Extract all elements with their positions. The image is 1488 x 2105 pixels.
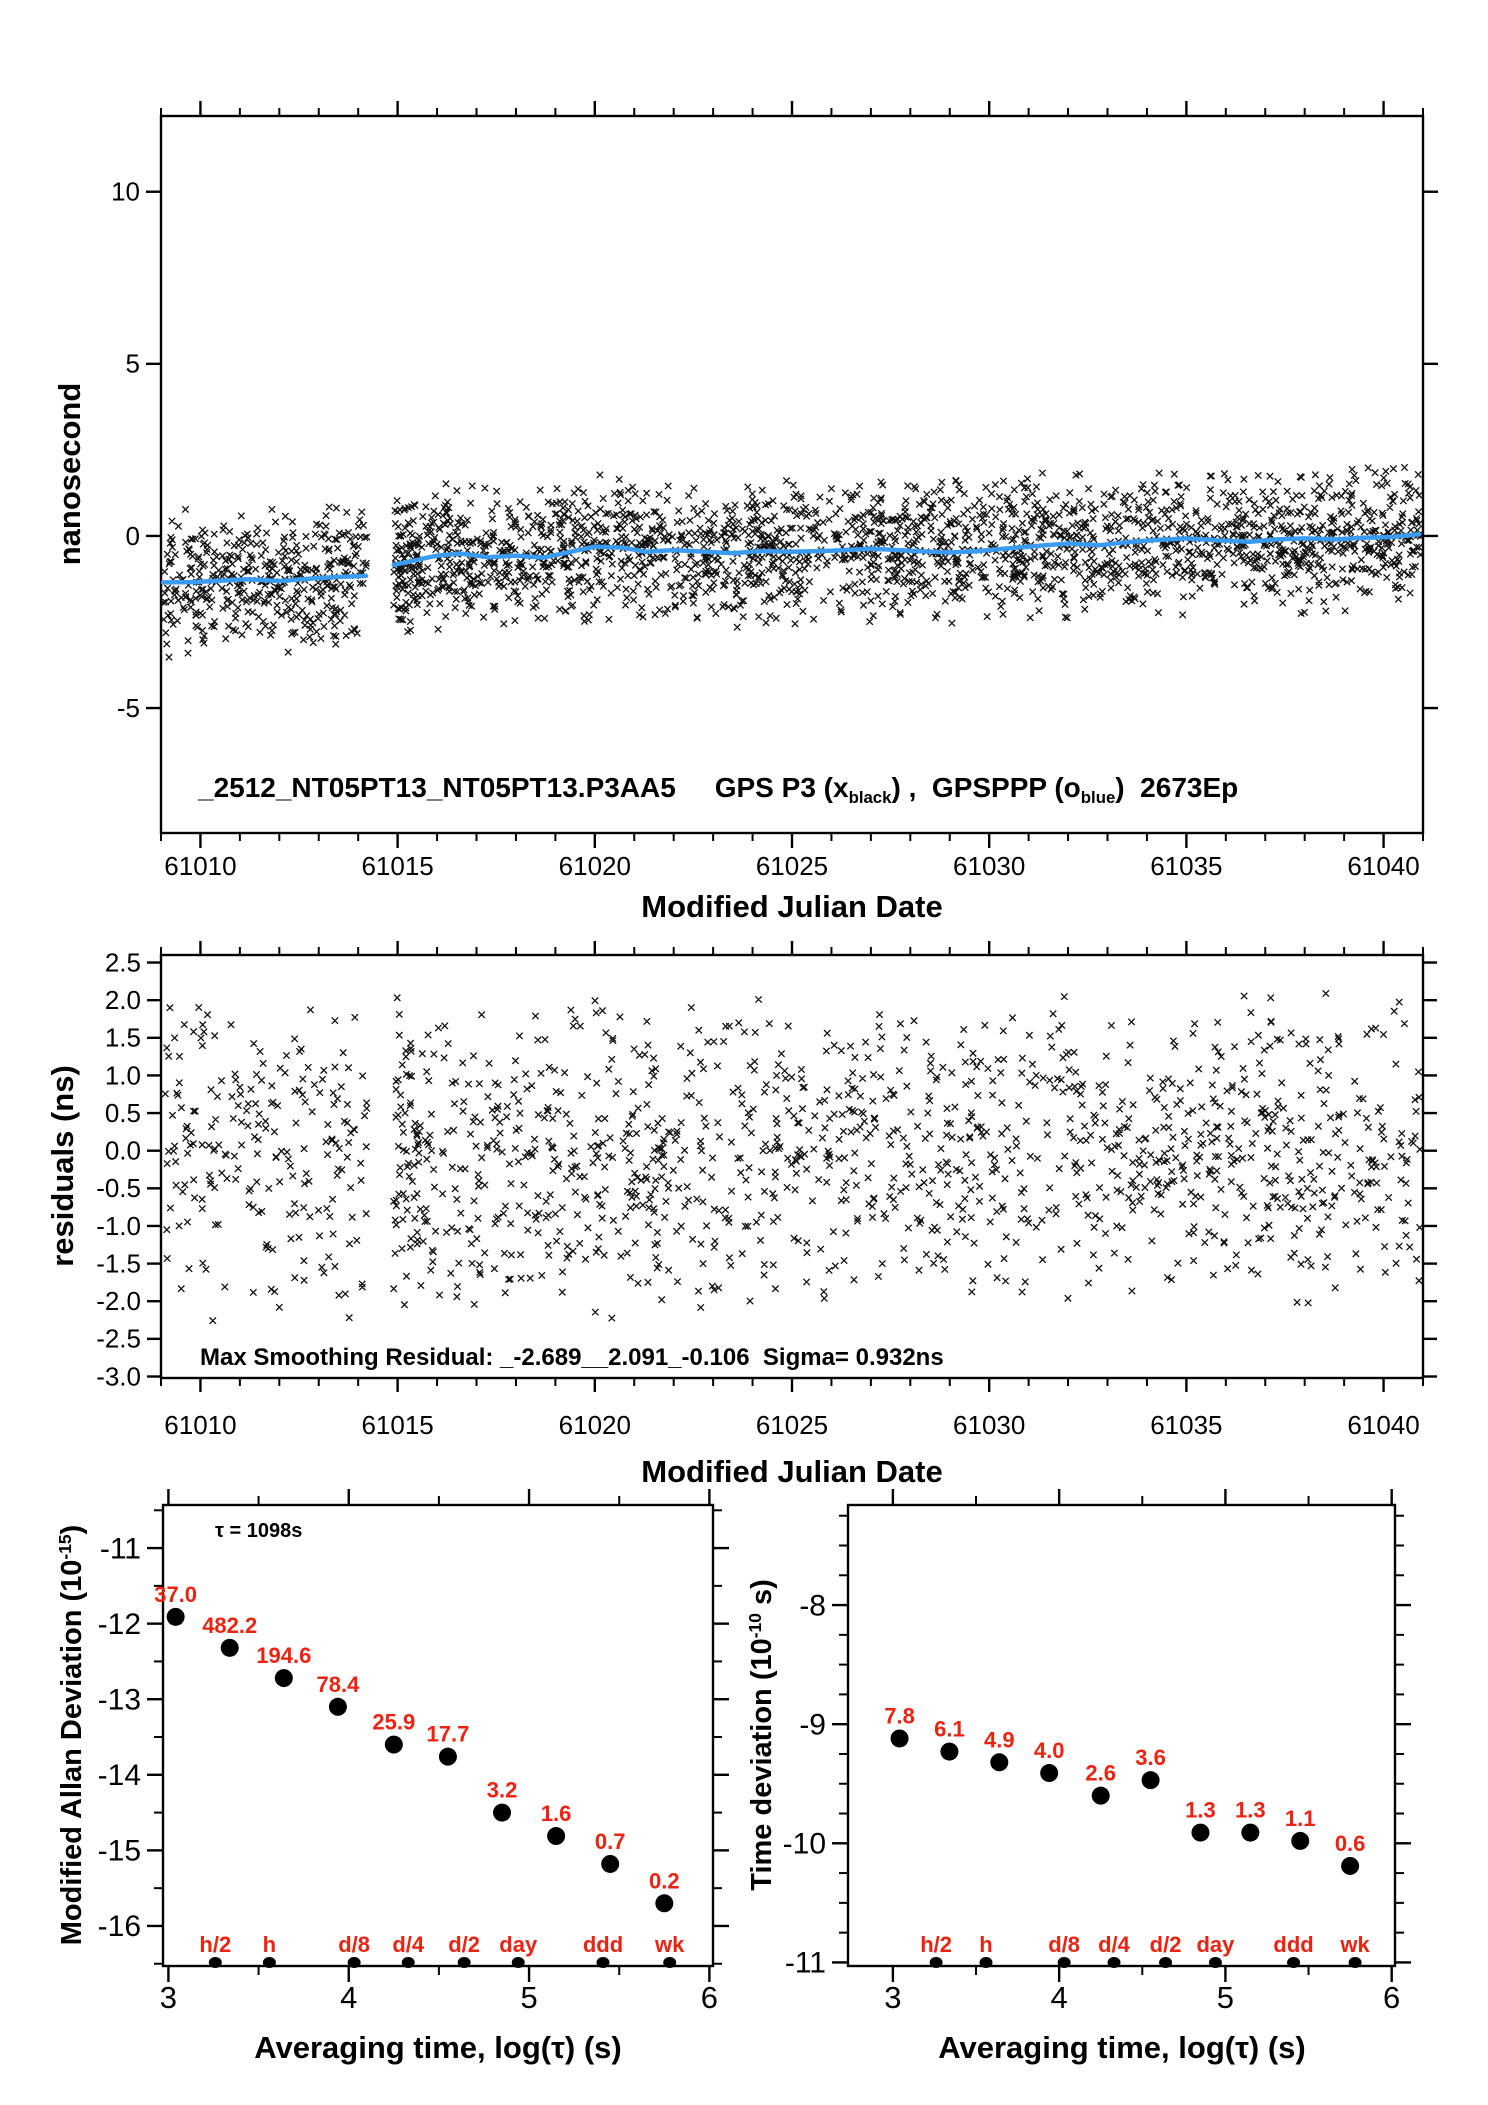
svg-text:-8: -8: [799, 1589, 826, 1622]
svg-text:61035: 61035: [1150, 1410, 1222, 1440]
svg-text:ddd: ddd: [583, 1932, 623, 1957]
svg-text:3.2: 3.2: [487, 1778, 518, 1803]
tdev-chart-ylabel: Time deviation (10-10 s): [745, 1579, 778, 1891]
svg-text:h/2: h/2: [920, 1932, 952, 1957]
svg-text:37.0: 37.0: [154, 1582, 197, 1607]
svg-text:-2.5: -2.5: [96, 1324, 141, 1354]
svg-text:0.5: 0.5: [105, 1098, 141, 1128]
svg-text:0.0: 0.0: [105, 1136, 141, 1166]
svg-text:-1.0: -1.0: [96, 1211, 141, 1241]
svg-text:3: 3: [160, 1980, 177, 2015]
svg-text:-9: -9: [799, 1708, 826, 1741]
top-chart-ylabel: nanosecond: [52, 382, 87, 566]
svg-text:-13: -13: [98, 1683, 141, 1716]
svg-text:-11: -11: [100, 1532, 141, 1565]
svg-text:1.5: 1.5: [105, 1023, 141, 1053]
residuals-chart-ylabel: residuals (ns): [45, 1065, 80, 1267]
svg-text:0.6: 0.6: [1335, 1831, 1366, 1856]
svg-text:-14: -14: [98, 1759, 141, 1792]
svg-text:0.7: 0.7: [595, 1829, 626, 1854]
svg-text:day: day: [499, 1932, 538, 1957]
svg-text:4.9: 4.9: [984, 1727, 1015, 1752]
svg-text:1.6: 1.6: [541, 1801, 572, 1826]
svg-text:4: 4: [1051, 1980, 1068, 2015]
svg-text:ddd: ddd: [1273, 1932, 1313, 1957]
svg-text:17.7: 17.7: [427, 1722, 470, 1747]
svg-text:1.3: 1.3: [1235, 1798, 1266, 1823]
svg-text:5: 5: [520, 1980, 537, 2015]
svg-text:2.6: 2.6: [1085, 1761, 1116, 1786]
svg-text:78.4: 78.4: [317, 1672, 361, 1697]
svg-text:61015: 61015: [361, 1410, 433, 1440]
svg-text:h: h: [979, 1932, 992, 1957]
svg-text:2.0: 2.0: [105, 985, 141, 1015]
top-chart-xlabel: Modified Julian Date: [641, 889, 943, 924]
svg-text:61010: 61010: [164, 1410, 236, 1440]
svg-text:61020: 61020: [559, 1410, 631, 1440]
mdev-chart-ylabel: Modified Allan Deviation (10-15): [55, 1524, 88, 1946]
svg-text:d/8: d/8: [1048, 1932, 1080, 1957]
svg-text:-0.5: -0.5: [96, 1173, 141, 1203]
svg-text:h: h: [263, 1932, 276, 1957]
svg-text:1.3: 1.3: [1185, 1798, 1216, 1823]
svg-text:4: 4: [340, 1980, 357, 2015]
svg-text:wk: wk: [1339, 1932, 1370, 1957]
svg-text:d/4: d/4: [1098, 1932, 1131, 1957]
tdev-chart-xlabel: Averaging time, log(τ) (s): [938, 2030, 1306, 2065]
mdev-tau-annotation: τ = 1098s: [215, 1520, 303, 1542]
svg-text:3.6: 3.6: [1135, 1745, 1166, 1770]
svg-text:d/8: d/8: [338, 1932, 370, 1957]
svg-text:5: 5: [1217, 1980, 1234, 2015]
svg-text:-12: -12: [98, 1608, 141, 1641]
svg-text:61030: 61030: [953, 1410, 1025, 1440]
svg-text:d/2: d/2: [448, 1932, 480, 1957]
svg-text:1.1: 1.1: [1285, 1806, 1316, 1831]
svg-text:61040: 61040: [1347, 851, 1419, 881]
residuals-chart-xlabel: Modified Julian Date: [641, 1454, 943, 1489]
svg-text:194.6: 194.6: [256, 1643, 311, 1668]
svg-text:61010: 61010: [164, 851, 236, 881]
svg-text:-15: -15: [98, 1835, 141, 1868]
svg-text:6: 6: [1383, 1980, 1400, 2015]
svg-text:61015: 61015: [361, 851, 433, 881]
svg-text:61035: 61035: [1150, 851, 1222, 881]
svg-text:61040: 61040: [1347, 1410, 1419, 1440]
svg-text:-1.5: -1.5: [96, 1248, 141, 1278]
mdev-chart-xlabel: Averaging time, log(τ) (s): [254, 2030, 622, 2065]
svg-text:h/2: h/2: [199, 1932, 231, 1957]
svg-text:61025: 61025: [756, 851, 828, 881]
svg-text:4.0: 4.0: [1034, 1738, 1065, 1763]
svg-text:6: 6: [701, 1980, 718, 2015]
svg-text:0: 0: [126, 521, 140, 551]
svg-text:day: day: [1196, 1932, 1235, 1957]
svg-text:482.2: 482.2: [202, 1613, 257, 1638]
svg-text:5: 5: [126, 349, 140, 379]
svg-text:1.0: 1.0: [105, 1060, 141, 1090]
svg-text:d/2: d/2: [1150, 1932, 1182, 1957]
svg-text:3: 3: [884, 1980, 901, 2015]
svg-text:-11: -11: [785, 1947, 826, 1980]
svg-text:6.1: 6.1: [934, 1717, 965, 1742]
svg-text:-2.0: -2.0: [96, 1286, 141, 1316]
svg-text:61030: 61030: [953, 851, 1025, 881]
svg-text:25.9: 25.9: [372, 1710, 415, 1735]
svg-text:7.8: 7.8: [884, 1703, 915, 1728]
svg-text:10: 10: [111, 177, 140, 207]
svg-text:61025: 61025: [756, 1410, 828, 1440]
svg-text:-3.0: -3.0: [96, 1361, 141, 1391]
svg-text:61020: 61020: [559, 851, 631, 881]
svg-text:-16: -16: [98, 1910, 141, 1943]
svg-text:wk: wk: [654, 1932, 685, 1957]
top-chart-title: _2512_NT05PT13_NT05PT13.P3AA5 GPS P3 (xb…: [198, 772, 1239, 807]
svg-text:d/4: d/4: [392, 1932, 425, 1957]
residuals-annotation: Max Smoothing Residual: _-2.689__2.091_-…: [200, 1344, 944, 1371]
svg-text:2.5: 2.5: [105, 947, 141, 977]
svg-text:-5: -5: [117, 693, 140, 723]
svg-text:-10: -10: [783, 1828, 826, 1861]
svg-text:0.2: 0.2: [649, 1868, 680, 1893]
